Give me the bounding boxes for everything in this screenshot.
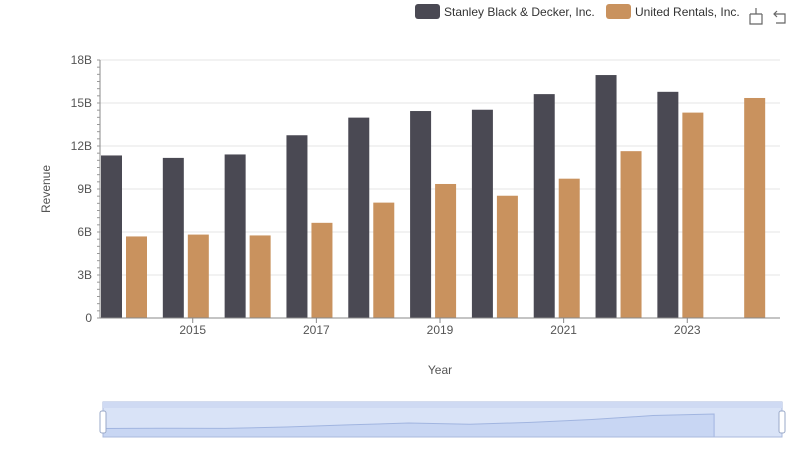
bar [744, 97, 766, 318]
bar [595, 75, 617, 318]
bar [373, 202, 395, 318]
y-tick-label: 15B [71, 96, 92, 110]
bar [126, 236, 147, 318]
zoom-icon[interactable] [749, 8, 763, 25]
x-tick-label: 2017 [303, 323, 330, 337]
x-tick-label: 2023 [674, 323, 701, 337]
y-tick-label: 6B [77, 225, 92, 239]
bar [496, 195, 518, 318]
y-tick-label: 18B [71, 53, 92, 67]
bar [286, 135, 308, 318]
x-tick-label: 2015 [179, 323, 206, 337]
y-tick-label: 3B [77, 268, 92, 282]
bar [410, 111, 432, 318]
bar [471, 109, 493, 318]
bar [435, 183, 457, 318]
bar [558, 178, 580, 318]
bar [249, 235, 271, 318]
bar [187, 234, 209, 318]
bar [348, 117, 370, 319]
data-zoom-preview [102, 413, 715, 438]
legend-swatch[interactable] [606, 4, 631, 19]
restore-icon[interactable] [773, 10, 786, 24]
bar [224, 154, 246, 318]
bar [620, 151, 642, 318]
bar [162, 157, 184, 318]
y-axis-title: Revenue [39, 165, 53, 213]
y-tick-label: 9B [77, 182, 92, 196]
data-zoom-handle[interactable] [778, 410, 786, 434]
y-tick-label: 0 [85, 311, 92, 325]
data-zoom-handle[interactable] [99, 410, 107, 434]
bars [101, 75, 766, 319]
x-axis-title: Year [428, 363, 452, 377]
x-tick-label: 2019 [427, 323, 454, 337]
bar [533, 94, 555, 318]
bar [682, 112, 704, 318]
bar [101, 155, 122, 318]
bar [657, 91, 679, 318]
x-tick-label: 2021 [550, 323, 577, 337]
legend-label[interactable]: Stanley Black & Decker, Inc. [444, 5, 595, 19]
y-axis-ticks: 0 3B 6B 9B 12B 15B 18B [71, 53, 100, 325]
legend-label[interactable]: United Rentals, Inc. [635, 5, 740, 19]
x-axis-ticks: 2015 2017 2019 2021 2023 [179, 318, 701, 337]
legend-swatch[interactable] [415, 4, 440, 19]
legend: Stanley Black & Decker, Inc. United Renta… [415, 4, 740, 19]
data-zoom-move-handle[interactable] [103, 402, 782, 408]
y-tick-label: 12B [71, 139, 92, 153]
bar [311, 222, 333, 318]
data-zoom-slider[interactable] [99, 401, 786, 438]
